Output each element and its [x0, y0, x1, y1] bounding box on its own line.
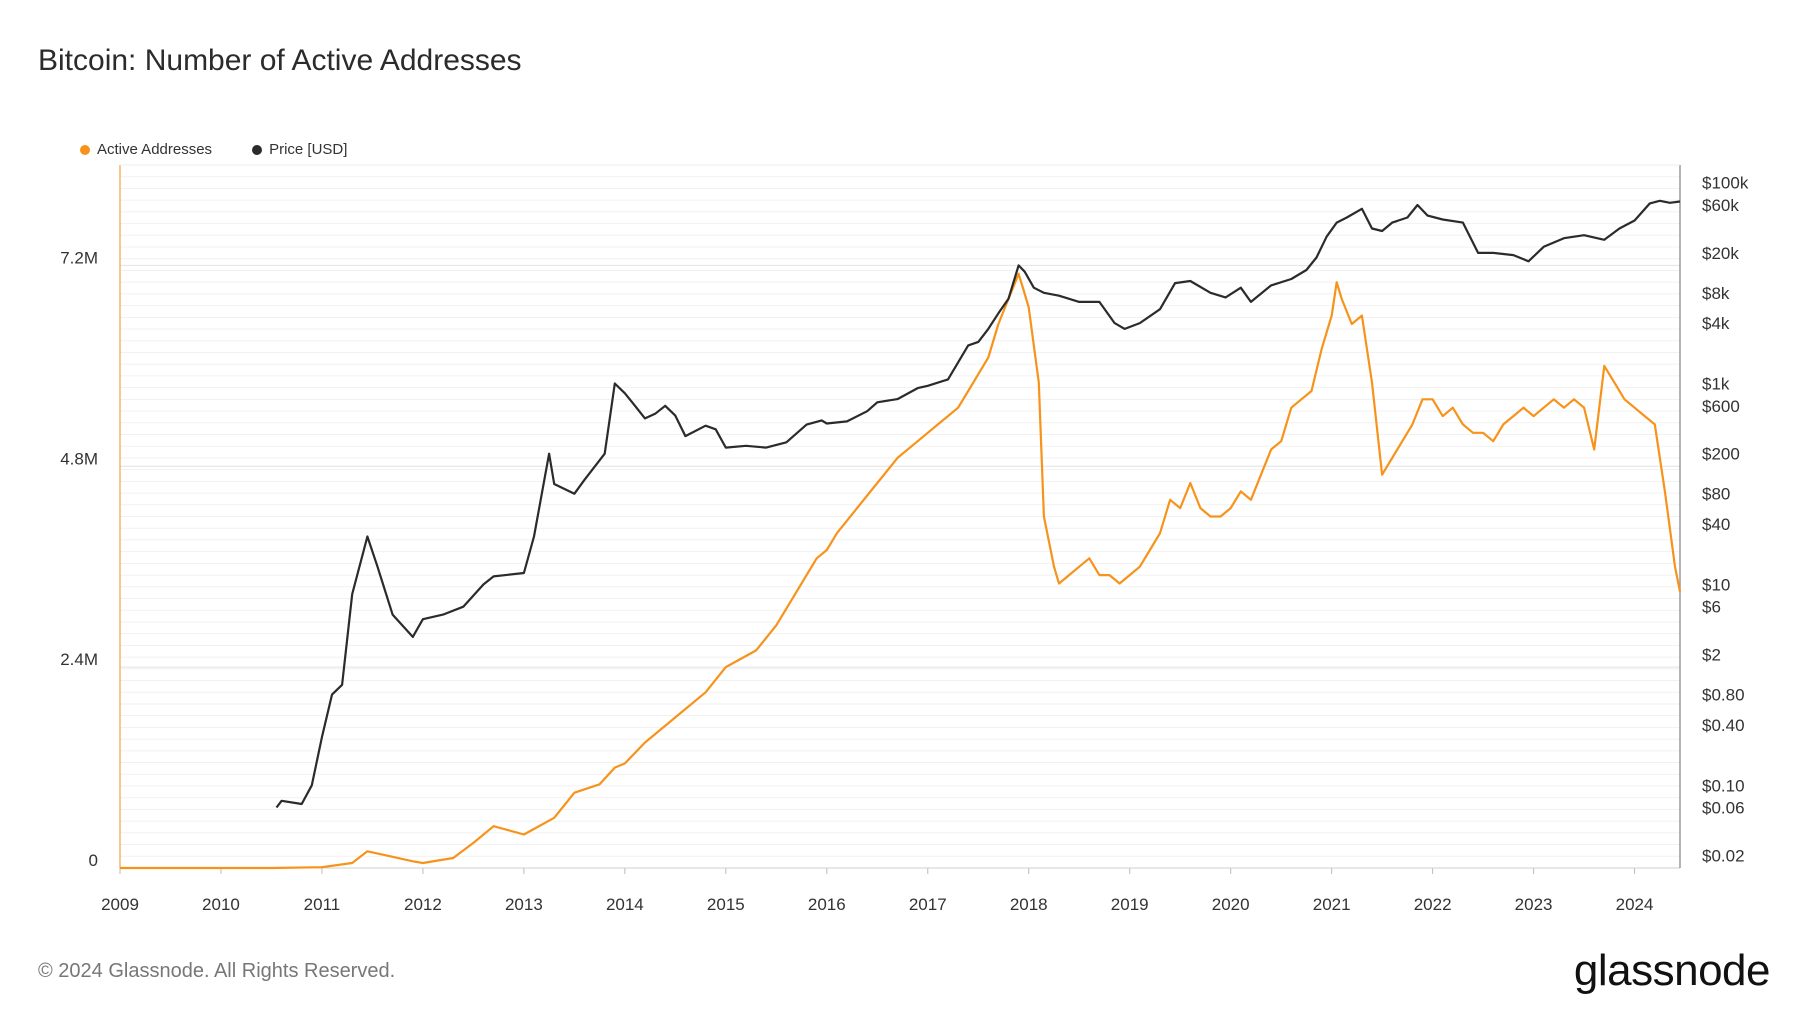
right-tick-label: $0.02 [1702, 846, 1745, 865]
legend-item-active-addresses[interactable]: Active Addresses [80, 141, 212, 158]
right-tick-label: $10 [1702, 575, 1730, 594]
x-tick-label: 2017 [909, 895, 947, 914]
legend-label-active-addresses: Active Addresses [97, 141, 213, 158]
x-tick-label: 2013 [505, 895, 543, 914]
x-tick-label: 2014 [606, 895, 644, 914]
legend-dot-price [252, 144, 263, 155]
x-tick-label: 2012 [404, 895, 442, 914]
x-tick-label: 2011 [304, 895, 341, 914]
right-tick-label: $2 [1702, 646, 1721, 665]
right-tick-label: $20k [1702, 244, 1739, 263]
right-tick-label: $600 [1702, 397, 1740, 416]
copyright-footer: © 2024 Glassnode. All Rights Reserved. [38, 960, 396, 982]
x-tick-label: 2021 [1313, 895, 1351, 914]
series-lines [120, 199, 1682, 870]
legend-dot-active-addresses [80, 144, 90, 155]
right-tick-label: $8k [1702, 284, 1730, 303]
series-line-price [275, 199, 1681, 809]
left-tick-label: 4.8M [60, 449, 98, 468]
right-tick-label: $0.06 [1702, 799, 1745, 818]
x-tick-label: 2020 [1212, 895, 1250, 914]
right-tick-label: $200 [1702, 445, 1740, 464]
right-tick-label: $0.40 [1702, 716, 1745, 735]
chart-title: Bitcoin: Number of Active Addresses [38, 44, 522, 77]
series-line-active-addresses [120, 272, 1682, 870]
grid-lines [120, 164, 1680, 869]
x-tick-label: 2015 [707, 895, 745, 914]
right-tick-label: $6 [1702, 598, 1721, 617]
right-tick-label: $0.10 [1702, 776, 1745, 795]
x-tick-label: 2018 [1010, 895, 1048, 914]
right-tick-label: $4k [1702, 314, 1730, 333]
x-tick-label: 2010 [202, 895, 240, 914]
axes [119, 164, 1681, 874]
x-tick-label: 2022 [1414, 895, 1452, 914]
tick-labels: 0 2.4M 4.8M 7.2M $0.02 $0.06 $0.10 $0.40 $0.80 $2… [60, 174, 1749, 914]
legend-label-price: Price [USD] [269, 141, 348, 158]
legend-item-price[interactable]: Price [USD] [252, 141, 347, 158]
left-tick-label: 2.4M [60, 650, 98, 669]
x-tick-label: 2023 [1515, 895, 1553, 914]
x-tick-label: 2024 [1616, 895, 1654, 914]
right-tick-label: $1k [1702, 375, 1730, 394]
x-tick-label: 2009 [101, 895, 139, 914]
right-tick-label: $80 [1702, 485, 1730, 504]
left-tick-label: 7.2M [60, 248, 98, 267]
right-tick-label: $100k [1702, 174, 1749, 193]
right-tick-label: $60k [1702, 196, 1739, 215]
glassnode-logo: glassnode [1573, 946, 1771, 995]
x-tick-label: 2016 [808, 895, 846, 914]
right-tick-label: $40 [1702, 515, 1730, 534]
right-tick-label: $0.80 [1702, 686, 1745, 705]
x-tick-label: 2019 [1111, 895, 1149, 914]
left-tick-label: 0 [89, 851, 98, 870]
legend: Active Addresses Price [USD] [80, 141, 347, 158]
